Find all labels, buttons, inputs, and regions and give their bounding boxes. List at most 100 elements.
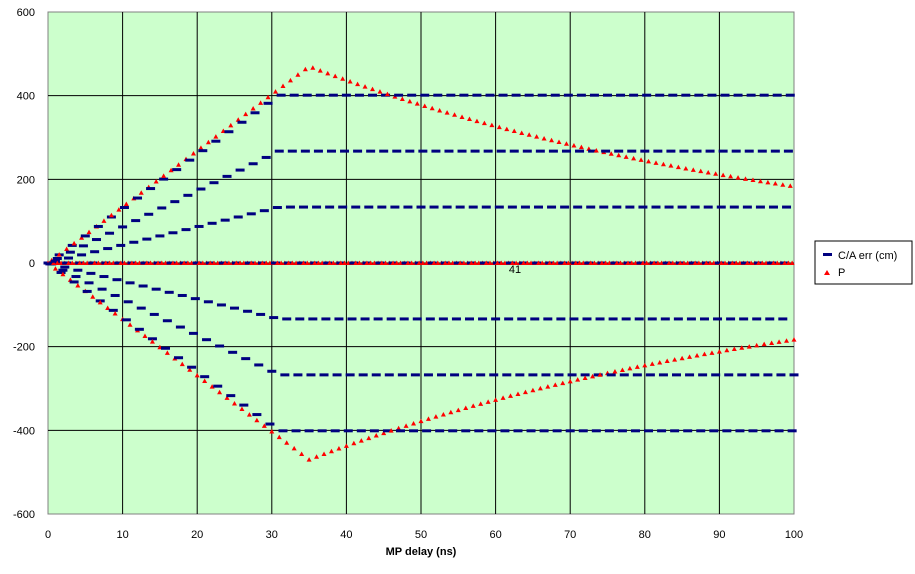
point-ca-err xyxy=(409,429,419,433)
point-p xyxy=(278,260,284,265)
point-p xyxy=(590,373,596,379)
point-p xyxy=(299,451,305,456)
point-p xyxy=(509,260,515,265)
point-ca-err xyxy=(259,209,269,213)
point-ca-err xyxy=(589,93,599,97)
point-p xyxy=(478,401,484,406)
point-p xyxy=(789,260,795,265)
point-p xyxy=(739,345,745,350)
point-p xyxy=(176,162,182,167)
point-ca-err xyxy=(765,317,775,321)
y-tick-label: 0 xyxy=(29,258,35,270)
point-p xyxy=(638,157,644,162)
point-p xyxy=(52,266,58,271)
point-ca-err xyxy=(537,93,547,97)
point-p xyxy=(343,443,349,448)
point-ca-err xyxy=(300,149,310,153)
point-p xyxy=(743,176,749,181)
point-p xyxy=(437,107,443,113)
point-p xyxy=(289,260,295,265)
point-ca-err xyxy=(541,373,551,377)
point-p xyxy=(302,66,308,72)
point-ca-err xyxy=(261,155,271,159)
point-ca-err xyxy=(407,93,417,97)
point-p xyxy=(530,387,536,393)
point-p xyxy=(774,260,780,265)
point-ca-err xyxy=(530,317,540,321)
point-ca-err xyxy=(394,93,404,97)
point-ca-err xyxy=(377,205,387,209)
point-ca-err xyxy=(498,93,508,97)
point-ca-err xyxy=(125,281,135,285)
point-p xyxy=(213,134,219,139)
x-tick-label: 30 xyxy=(266,529,278,541)
point-p xyxy=(144,260,150,265)
point-p xyxy=(672,357,678,362)
point-ca-err xyxy=(783,149,793,153)
point-ca-err xyxy=(560,205,570,209)
point-p xyxy=(86,229,92,235)
point-ca-err xyxy=(522,149,532,153)
point-ca-err xyxy=(632,373,642,377)
point-p xyxy=(112,311,118,316)
point-ca-err xyxy=(658,373,668,377)
point-ca-err xyxy=(224,130,234,134)
data-points xyxy=(43,65,799,462)
point-ca-err xyxy=(789,373,799,377)
point-ca-err xyxy=(356,429,366,433)
point-ca-err xyxy=(282,317,292,321)
point-ca-err xyxy=(306,373,316,377)
point-p xyxy=(211,260,217,265)
point-ca-err xyxy=(78,244,88,248)
point-p xyxy=(407,98,413,104)
point-p xyxy=(769,340,775,346)
point-ca-err xyxy=(634,317,644,321)
point-p xyxy=(461,260,467,265)
point-ca-err xyxy=(685,373,695,377)
x-tick-label: 20 xyxy=(191,529,203,541)
point-p xyxy=(623,154,629,159)
point-p xyxy=(127,322,133,327)
point-p xyxy=(627,365,633,371)
point-ca-err xyxy=(403,205,413,209)
point-p xyxy=(498,260,504,265)
point-p xyxy=(314,454,320,459)
point-p xyxy=(705,169,711,175)
point-ca-err xyxy=(481,205,491,209)
point-p xyxy=(77,260,83,265)
point-ca-err xyxy=(599,205,609,209)
point-ca-err xyxy=(782,205,792,209)
point-p xyxy=(118,260,124,265)
point-ca-err xyxy=(304,429,314,433)
point-ca-err xyxy=(230,306,239,310)
point-p xyxy=(103,260,109,265)
point-p xyxy=(66,260,72,265)
point-ca-err xyxy=(353,149,363,153)
point-p xyxy=(675,164,681,170)
point-p xyxy=(735,175,741,180)
point-p xyxy=(515,391,521,397)
point-ca-err xyxy=(99,275,109,279)
point-p xyxy=(791,337,797,342)
point-ca-err xyxy=(241,357,251,361)
point-ca-err xyxy=(500,429,510,433)
point-ca-err xyxy=(716,205,726,209)
point-p xyxy=(457,260,463,265)
point-p xyxy=(217,389,223,395)
point-ca-err xyxy=(69,280,79,284)
point-p xyxy=(92,260,98,265)
point-ca-err xyxy=(213,384,223,388)
point-p xyxy=(414,101,420,106)
point-p xyxy=(105,305,111,310)
point-p xyxy=(273,89,279,94)
point-p xyxy=(761,341,767,347)
point-p xyxy=(396,425,402,431)
point-ca-err xyxy=(334,317,344,321)
point-ca-err xyxy=(202,338,212,342)
point-p xyxy=(304,260,310,265)
point-p xyxy=(377,89,383,94)
point-ca-err xyxy=(709,429,719,433)
point-ca-err xyxy=(133,196,143,200)
point-p xyxy=(698,168,704,174)
point-ca-err xyxy=(369,429,379,433)
